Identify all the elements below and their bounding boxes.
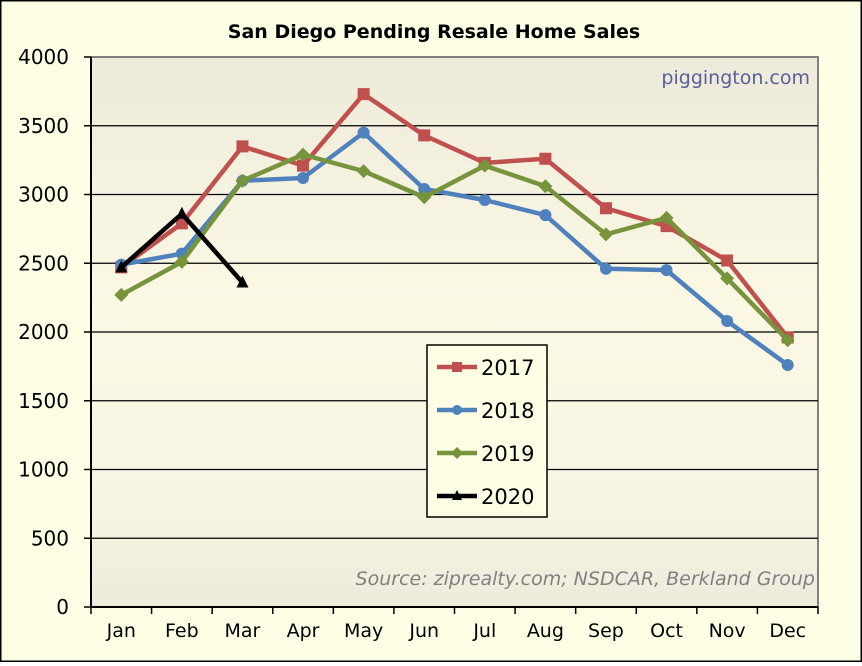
- legend: 2017 2018 2019 2020: [426, 344, 548, 518]
- circle-marker: [452, 405, 462, 415]
- data-point-2020-Mar: [236, 275, 249, 288]
- data-point-2017-Jun: [418, 129, 431, 142]
- triangle-marker: [452, 490, 462, 500]
- y-tick-label: 2000: [18, 320, 69, 344]
- x-tick-label: Feb: [165, 620, 199, 642]
- y-tick-label: 3500: [18, 114, 69, 138]
- series-line-2017: [119, 91, 790, 339]
- diamond-marker: [451, 447, 463, 459]
- data-point-2019-Apr: [296, 147, 311, 162]
- data-point-2017-Apr: [297, 159, 310, 172]
- x-tick-label: Apr: [287, 620, 320, 642]
- legend-label: 2019: [481, 442, 534, 466]
- legend-item-2017: 2017: [437, 356, 534, 380]
- data-point-2018-Jul: [478, 194, 491, 206]
- x-tick-label: Jan: [106, 620, 136, 642]
- data-point-2019-Jan: [114, 287, 129, 302]
- series-2019: [114, 147, 795, 348]
- legend-item-2018: 2018: [437, 399, 534, 423]
- data-point-2019-Nov: [720, 271, 735, 286]
- x-tick-label: May: [344, 620, 383, 642]
- data-point-2018-May: [357, 126, 370, 139]
- y-tick-label: 500: [31, 526, 69, 550]
- data-point-2018-Jun: [418, 183, 431, 195]
- data-point-2019-Oct: [659, 210, 674, 225]
- x-tick-label: Jun: [408, 620, 439, 642]
- data-point-2020-Jan: [115, 260, 128, 273]
- x-tick-label: Jul: [472, 620, 496, 642]
- y-tick-label: 1000: [18, 458, 69, 482]
- x-tick-label: Dec: [769, 620, 806, 642]
- data-point-2019-Sep: [598, 227, 613, 242]
- data-point-2019-Jul: [477, 158, 492, 173]
- series-2020: [115, 206, 249, 288]
- y-tick-label: 0: [56, 595, 69, 619]
- watermark-text: piggington.com: [661, 67, 810, 89]
- series-line-2019: [120, 152, 790, 342]
- data-point-2018-Apr: [297, 172, 310, 184]
- data-point-2019-May: [356, 164, 371, 179]
- chart-title: San Diego Pending Resale Home Sales: [228, 21, 640, 43]
- data-point-2017-Mar: [236, 140, 249, 153]
- y-tick-label: 1500: [18, 389, 69, 413]
- x-tick-label: Sep: [588, 620, 624, 642]
- data-point-2020-Feb: [175, 206, 188, 219]
- data-point-2018-Dec: [781, 359, 794, 371]
- data-point-2017-Aug: [539, 152, 552, 165]
- y-tick-label: 4000: [18, 45, 69, 69]
- data-point-2019-Mar: [235, 173, 250, 188]
- data-point-2019-Aug: [538, 179, 553, 194]
- data-point-2018-Oct: [660, 264, 673, 277]
- legend-label: 2018: [481, 399, 534, 423]
- data-point-2018-Nov: [721, 315, 734, 327]
- data-point-2017-Nov: [721, 254, 734, 267]
- data-point-2018-Aug: [539, 209, 552, 222]
- x-tick-label: Aug: [527, 620, 564, 642]
- x-tick-label: Nov: [709, 620, 746, 642]
- data-point-2019-Feb: [174, 254, 189, 269]
- y-tick-label: 2500: [18, 251, 69, 275]
- legend-label: 2020: [481, 485, 534, 509]
- legend-item-2020: 2020: [437, 485, 534, 509]
- source-annotation: Source: ziprealty.com; NSDCAR, Berkland …: [356, 568, 815, 590]
- legend-item-2019: 2019: [437, 442, 534, 466]
- x-tick-label: Oct: [650, 620, 683, 642]
- x-tick-label: Mar: [225, 620, 261, 642]
- square-marker: [452, 362, 462, 372]
- data-point-2017-Sep: [599, 202, 612, 215]
- legend-label: 2017: [481, 356, 534, 380]
- data-point-2017-May: [357, 88, 370, 101]
- data-point-2019-Jun: [417, 190, 432, 205]
- data-point-2019-Dec: [780, 333, 795, 348]
- y-tick-label: 3000: [18, 183, 69, 207]
- data-point-2018-Sep: [599, 262, 612, 275]
- legend-box: [426, 344, 548, 518]
